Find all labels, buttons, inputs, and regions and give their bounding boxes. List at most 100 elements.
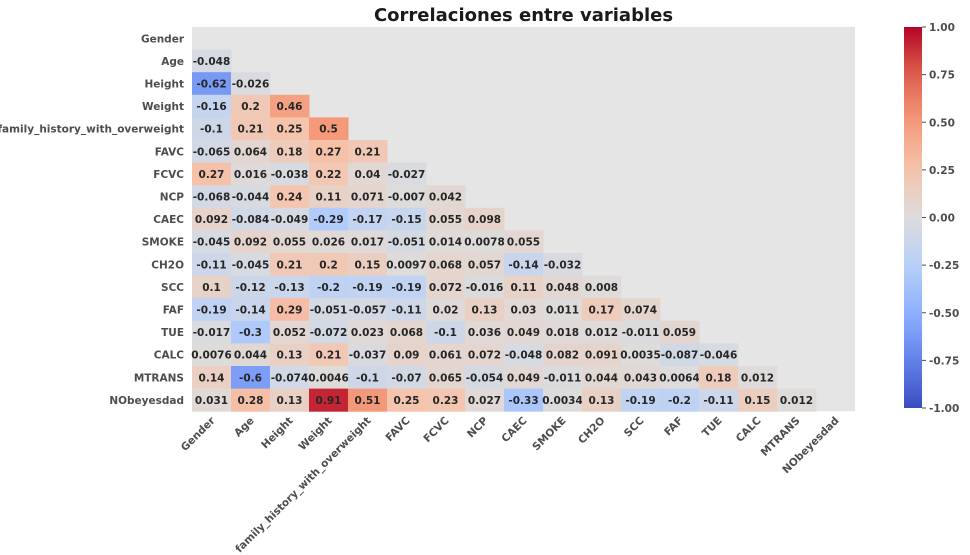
heatmap-cell <box>465 275 505 299</box>
cell-value-label: 0.092 <box>195 214 228 226</box>
heatmap-cell <box>309 140 349 164</box>
heatmap-cell <box>465 343 505 367</box>
cell-value-label: 0.21 <box>277 259 303 271</box>
heatmap-cell <box>387 230 427 254</box>
cell-value-label: 0.0097 <box>386 259 427 271</box>
x-tick-label: SCC <box>622 415 647 440</box>
heatmap-cell <box>231 185 271 209</box>
heatmap-cell <box>192 49 232 73</box>
cell-value-label: 0.091 <box>585 350 618 362</box>
cell-value-label: 0.059 <box>663 327 696 339</box>
heatmap-cell <box>738 366 778 390</box>
cell-value-label: -0.016 <box>466 282 504 294</box>
heatmap-cell <box>660 388 700 412</box>
heatmap-cell <box>348 230 388 254</box>
heatmap-cell <box>231 275 271 299</box>
cell-value-label: -0.19 <box>196 305 226 317</box>
cell-value-label: 0.21 <box>238 124 264 136</box>
cell-value-label: 0.042 <box>429 192 462 204</box>
heatmap-cell <box>465 230 505 254</box>
cell-value-label: 0.27 <box>316 146 342 158</box>
cell-value-label: 0.23 <box>433 395 459 407</box>
heatmap-cell <box>192 275 232 299</box>
cell-value-label: -0.048 <box>505 350 543 362</box>
cell-value-label: 0.061 <box>429 350 462 362</box>
cell-value-label: 0.13 <box>589 395 615 407</box>
heatmap-cell <box>192 185 232 209</box>
cell-value-label: 0.017 <box>351 237 384 249</box>
colorbar-tick-label: 0.75 <box>929 70 955 82</box>
heatmap-cell <box>543 298 583 322</box>
cell-value-label: -0.026 <box>232 79 270 91</box>
cell-value-label: 0.25 <box>277 124 303 136</box>
cell-value-label: 0.057 <box>468 259 501 271</box>
cell-value-label: -0.16 <box>196 101 226 113</box>
heatmap-cell <box>738 388 778 412</box>
heatmap-cell <box>270 140 310 164</box>
heatmap-cell <box>465 366 505 390</box>
heatmap-cell <box>309 162 349 186</box>
y-tick-label: MTRANS <box>134 372 184 384</box>
heatmap-cell <box>387 185 427 209</box>
cell-value-label: 0.098 <box>468 214 501 226</box>
x-tick-label: CH2O <box>576 415 608 447</box>
cell-value-label: 0.51 <box>355 395 381 407</box>
cell-value-label: 0.28 <box>238 395 264 407</box>
cell-value-label: -0.07 <box>391 372 421 384</box>
heatmap-cell <box>543 253 583 277</box>
heatmap-cell <box>543 366 583 390</box>
heatmap-cell <box>192 94 232 118</box>
heatmap-cell <box>231 230 271 254</box>
cell-value-label: 0.2 <box>319 259 338 271</box>
heatmap-cell <box>270 253 310 277</box>
heatmap-cell <box>621 298 661 322</box>
cell-value-label: -0.045 <box>232 259 270 271</box>
heatmap-cell <box>270 343 310 367</box>
cell-value-label: 0.0076 <box>191 350 232 362</box>
y-tick-label: Gender <box>141 33 185 45</box>
heatmap-cell <box>660 320 700 344</box>
cell-value-label: 0.092 <box>234 237 267 249</box>
heatmap-cell <box>465 298 505 322</box>
cell-value-label: -0.087 <box>661 350 699 362</box>
heatmap-cell <box>192 207 232 231</box>
cell-value-label: -0.12 <box>235 282 265 294</box>
cell-value-label: 0.023 <box>351 327 384 339</box>
heatmap-cell <box>231 117 271 141</box>
y-tick-label: FCVC <box>153 169 184 181</box>
y-tick-label: Height <box>144 79 184 91</box>
heatmap-cell <box>426 253 466 277</box>
cell-value-label: 0.072 <box>429 282 462 294</box>
y-tick-label: SMOKE <box>142 237 184 249</box>
y-tick-label: NObeyesdad <box>109 395 184 407</box>
cell-value-label: 0.24 <box>277 192 303 204</box>
cell-value-label: 0.055 <box>273 237 306 249</box>
heatmap-cell <box>192 253 232 277</box>
heatmap-cell <box>309 388 349 412</box>
x-tick-label: CAEC <box>499 415 529 445</box>
cell-value-label: 0.016 <box>234 169 267 181</box>
chart-title: Correlaciones entre variables <box>374 5 673 26</box>
colorbar-tick-label: 1.00 <box>929 22 955 34</box>
heatmap-cell <box>348 298 388 322</box>
cell-value-label: -0.048 <box>193 56 231 68</box>
cell-value-label: -0.11 <box>196 259 226 271</box>
heatmap-cell <box>231 94 271 118</box>
cell-value-label: 0.027 <box>468 395 501 407</box>
heatmap-cell <box>387 275 427 299</box>
y-tick-label: Weight <box>142 101 184 113</box>
y-tick-label: FAVC <box>155 146 185 158</box>
cell-value-label: -0.14 <box>508 259 538 271</box>
cell-value-label: -0.037 <box>349 350 387 362</box>
heatmap-cell <box>270 230 310 254</box>
heatmap-cell <box>231 140 271 164</box>
cell-value-label: -0.068 <box>193 192 231 204</box>
y-tick-label: NCP <box>160 192 184 204</box>
heatmap-cell <box>348 366 388 390</box>
heatmap-cell <box>621 320 661 344</box>
cell-value-label: -0.13 <box>274 282 304 294</box>
heatmap-cell <box>465 207 505 231</box>
cell-value-label: -0.6 <box>239 372 262 384</box>
cell-value-label: -0.032 <box>544 259 582 271</box>
